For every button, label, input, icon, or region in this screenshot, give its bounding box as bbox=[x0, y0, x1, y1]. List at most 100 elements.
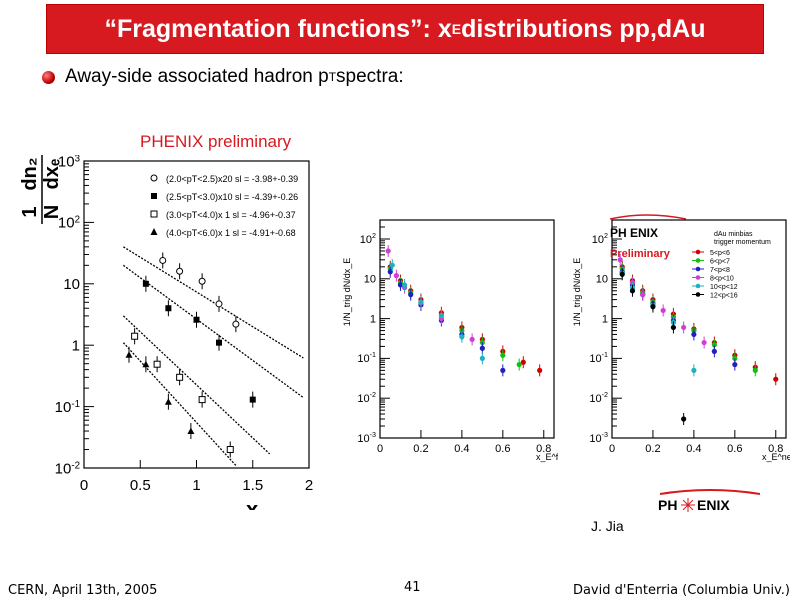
fit-line bbox=[123, 246, 304, 359]
data-point bbox=[619, 271, 625, 277]
y-tick-label: 1 bbox=[602, 313, 608, 325]
data-point bbox=[397, 282, 404, 288]
legend-entry: 5<p<6 bbox=[710, 250, 730, 257]
legend-entry: (2.0<pT<2.5)x20 sl = -3.98+-0.39 bbox=[166, 174, 298, 184]
plot-frame bbox=[379, 219, 555, 439]
data-point bbox=[176, 373, 184, 381]
y-tick-label: 10-2 bbox=[55, 460, 80, 477]
data-point bbox=[385, 248, 391, 254]
footer-author: David d'Enterria (Columbia Univ.) bbox=[572, 583, 790, 598]
data-point bbox=[469, 336, 475, 343]
data-point bbox=[479, 355, 485, 361]
legend-entry: 10<p<12 bbox=[710, 284, 738, 291]
y-tick-label: 1 bbox=[370, 313, 376, 325]
slide-title-main: “Fragmentation functions”: x bbox=[104, 14, 452, 43]
svg-text:PH: PH bbox=[658, 497, 677, 513]
data-point bbox=[153, 360, 161, 368]
data-point bbox=[142, 360, 150, 368]
slide-title-tail: distributions pp,dAu bbox=[461, 14, 706, 43]
data-point bbox=[732, 361, 738, 368]
data-point bbox=[176, 267, 184, 275]
legend-marker bbox=[150, 174, 158, 182]
svg-text:dn₂: dn₂ bbox=[19, 157, 41, 190]
bullet-icon bbox=[42, 70, 55, 84]
y-axis-label: 1/N_trig dN/dx_E bbox=[572, 258, 582, 327]
legend-marker bbox=[695, 292, 701, 297]
legend-entry: (2.5<pT<3.0)x10 sl = -4.39+-0.26 bbox=[166, 192, 298, 202]
x-tick-label: 0.2 bbox=[413, 443, 428, 455]
data-point bbox=[732, 355, 738, 361]
x-axis-label: xE bbox=[246, 497, 268, 510]
legend-marker bbox=[695, 266, 701, 272]
legend-title: trigger momentum bbox=[714, 239, 771, 246]
legend-marker bbox=[695, 258, 701, 263]
data-point bbox=[479, 345, 485, 351]
legend-marker bbox=[151, 193, 157, 199]
legend-marker bbox=[150, 228, 158, 235]
x-tick-label: 1.5 bbox=[242, 477, 263, 494]
x-tick-label: 0.4 bbox=[686, 443, 701, 455]
preliminary-label: Preliminary bbox=[610, 248, 671, 260]
fit-line bbox=[122, 342, 237, 466]
svg-text:dxₑ: dxₑ bbox=[41, 158, 63, 189]
data-point bbox=[773, 376, 779, 382]
phenix-preliminary-label: PHENIX preliminary bbox=[140, 132, 292, 151]
bullet-text-tail: spectra: bbox=[336, 66, 404, 87]
data-point bbox=[520, 359, 526, 365]
svg-text:PH ENIX: PH ENIX bbox=[610, 226, 658, 240]
y-tick-label: 10-1 bbox=[55, 399, 80, 416]
data-point bbox=[226, 446, 234, 454]
data-point bbox=[408, 292, 414, 298]
y-axis-label: 1/N_trig dN/dx_E bbox=[342, 258, 352, 327]
data-point bbox=[401, 282, 408, 288]
legend-entry: 12<p<16 bbox=[710, 293, 738, 300]
data-point bbox=[617, 257, 623, 263]
data-point bbox=[438, 312, 445, 319]
y-tick-label: 102 bbox=[592, 232, 608, 246]
fit-line bbox=[122, 315, 271, 455]
x-tick-label: 2 bbox=[305, 477, 313, 494]
data-point bbox=[681, 416, 687, 422]
x-tick-label: 0.2 bbox=[645, 443, 660, 455]
svg-text:ENIX: ENIX bbox=[697, 497, 730, 513]
legend-entry: (3.0<pT<4.0)x 1 sl = -4.96+-0.37 bbox=[166, 210, 296, 220]
data-point bbox=[537, 367, 543, 373]
y-tick-label: 10-3 bbox=[589, 431, 608, 445]
data-point bbox=[500, 352, 506, 358]
phenix-logo: PH ENIX bbox=[658, 489, 761, 513]
y-tick-label: 10 bbox=[364, 274, 376, 286]
legend-title: dAu minbias bbox=[714, 231, 753, 238]
data-point bbox=[670, 324, 677, 331]
fit-line bbox=[122, 264, 304, 399]
data-point bbox=[164, 398, 172, 405]
legend-marker bbox=[695, 249, 701, 255]
x-tick-label: 0.4 bbox=[454, 443, 469, 455]
y-tick-label: 10 bbox=[63, 276, 80, 293]
data-point bbox=[165, 305, 172, 312]
y-tick-label: 10-2 bbox=[589, 391, 608, 405]
legend-entry: 7<p<8 bbox=[710, 267, 730, 274]
legend-marker bbox=[695, 275, 701, 280]
y-tick-label: 10-1 bbox=[589, 351, 608, 365]
y-tick-label: 10 bbox=[596, 274, 608, 286]
data-point bbox=[459, 334, 465, 340]
data-point bbox=[393, 273, 399, 279]
data-point bbox=[198, 396, 206, 404]
slide-number: 41 bbox=[404, 580, 421, 595]
data-point bbox=[701, 339, 707, 346]
data-point bbox=[249, 396, 256, 403]
data-point bbox=[142, 280, 149, 287]
data-point bbox=[681, 324, 687, 331]
data-point bbox=[131, 332, 139, 340]
x-tick-label: 0.6 bbox=[727, 443, 742, 455]
y-tick-label: 1 bbox=[72, 337, 80, 354]
slide-title-subscript: E bbox=[451, 21, 462, 37]
y-tick-label: 103 bbox=[58, 155, 80, 170]
y-tick-label: 10-3 bbox=[357, 431, 376, 445]
data-point bbox=[516, 361, 522, 368]
data-point bbox=[198, 277, 206, 285]
data-point bbox=[711, 342, 717, 348]
data-point bbox=[500, 367, 506, 373]
phenix-logo-small: PH ENIX bbox=[609, 214, 687, 240]
